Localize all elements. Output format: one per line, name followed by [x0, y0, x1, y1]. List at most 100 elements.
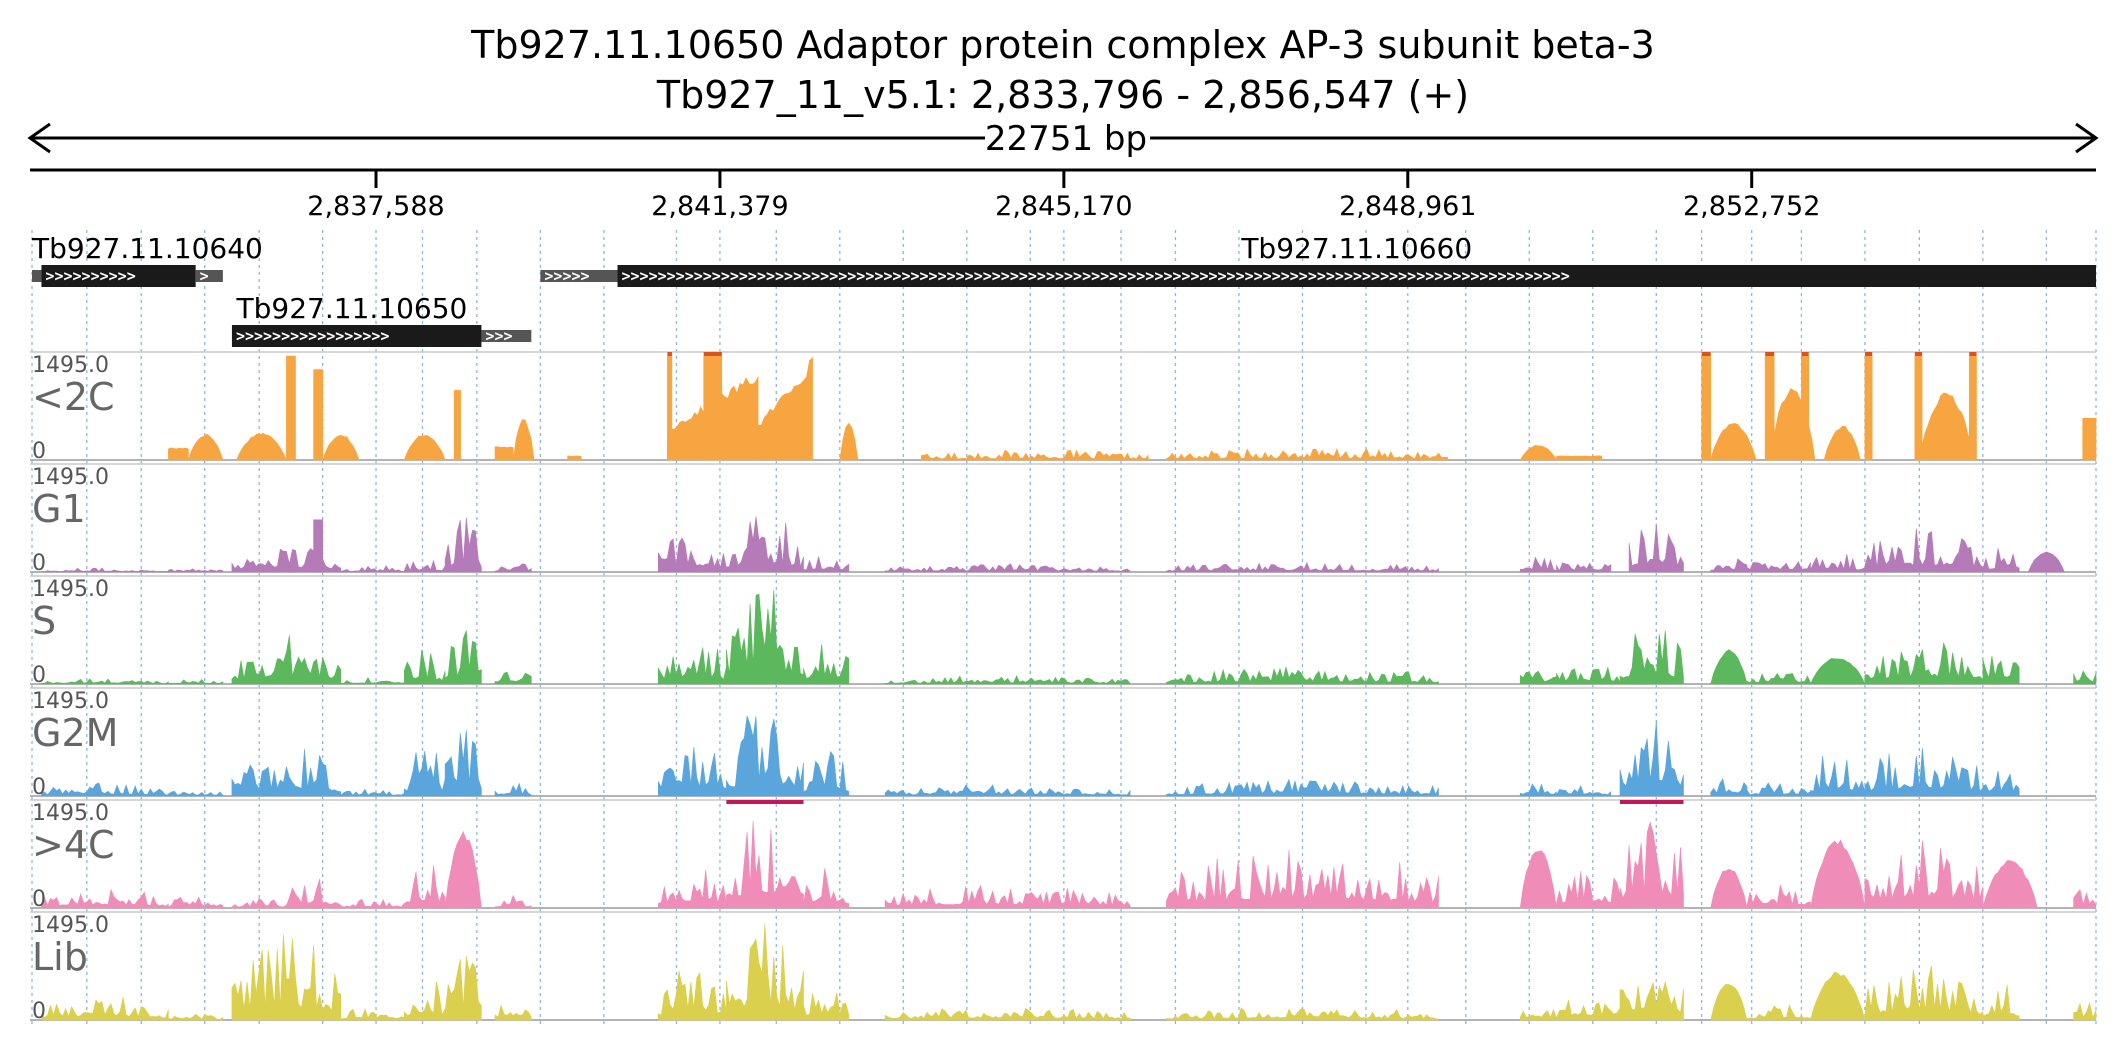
coverage-area: [404, 649, 446, 685]
span-arrow-right-head: [2075, 122, 2099, 154]
coverage-area: [1982, 656, 2020, 685]
coverage-area: [803, 992, 850, 1021]
track-max-label: 1495.0: [32, 353, 109, 378]
coverage-area: [839, 422, 859, 461]
coverage-area: [1619, 630, 1684, 685]
gene-utr3-strand-arrows: >: [200, 267, 209, 285]
coverage-area: [803, 644, 850, 685]
tick-label: 2,841,379: [651, 191, 788, 222]
gene-utr3: [481, 330, 532, 342]
coverage-area: [1823, 425, 1861, 461]
coverage-area: [567, 455, 582, 461]
gene-cds: [617, 265, 2097, 287]
coverage-area: [1701, 355, 1711, 461]
coverage-area: [168, 1013, 224, 1021]
coverage-area: [340, 565, 405, 573]
coverage-area: [1982, 984, 2020, 1021]
coverage-area: [231, 548, 342, 573]
track-max-label: 1495.0: [32, 577, 109, 602]
track-name: >4C: [32, 823, 115, 867]
coverage-area: [1746, 782, 1811, 797]
coverage-area: [404, 981, 446, 1021]
coverage-area: [658, 647, 727, 685]
track-min-label: 0: [32, 663, 46, 688]
coverage-area: [1969, 355, 1977, 461]
gene-cds-strand-arrows: >>>>>>>>>>: [45, 267, 135, 285]
coverage-area: [884, 675, 1131, 685]
coverage-area: [1982, 548, 2020, 573]
overflow-marker: [726, 800, 804, 804]
coverage-area: [726, 923, 804, 1021]
coverage-area: [1556, 666, 1621, 685]
coverage-area: [726, 589, 804, 685]
track->4C: 1495.0>4C 0: [30, 799, 2097, 912]
coverage-area: [404, 751, 446, 797]
coverage-area: [1710, 558, 1748, 573]
gene-Tb927.11.10650: >>>>>>>>>>>>>>>>> >>>Tb927.11.10650: [231, 292, 532, 347]
gene-cds: [231, 325, 482, 347]
coverage-area: [231, 749, 342, 797]
coverage-area: [168, 568, 224, 573]
track-min-label: 0: [32, 999, 46, 1024]
overflow-marker: [1969, 352, 1977, 356]
coverage-area: [2073, 888, 2097, 909]
coverage-area: [236, 432, 287, 461]
coverage-area: [512, 419, 535, 461]
coverage-area: [41, 996, 169, 1021]
track-name: S: [32, 599, 56, 643]
gene-Tb927.11.10640: >>>>>>>>>> >Tb927.11.10640: [31, 232, 263, 287]
coverage-area: [1619, 720, 1684, 797]
coverage-area: [494, 446, 514, 461]
overflow-marker: [1765, 352, 1775, 356]
gene-label: Tb927.11.10640: [31, 232, 263, 265]
overflow-marker: [1619, 800, 1684, 804]
coverage-area: [1166, 561, 1439, 573]
coverage-area: [884, 784, 1131, 797]
coverage-area: [757, 356, 813, 461]
gene-utr3: [195, 270, 223, 282]
coverage-area: [444, 517, 482, 573]
track-min-label: 0: [32, 775, 46, 800]
gene-utr5: [32, 270, 42, 282]
coverage-area: [803, 868, 850, 909]
coverage-area: [168, 447, 189, 461]
coverage-area: [1556, 455, 1603, 461]
coverage-area: [168, 790, 224, 797]
coverage-area: [2082, 418, 2097, 461]
track-<2C: 1495.0<2C 0: [30, 351, 2097, 464]
coverage-area: [1519, 1008, 1557, 1021]
coverage-area: [1619, 980, 1684, 1021]
coverage-area: [1810, 755, 1866, 797]
coverage-area: [1519, 850, 1557, 909]
overflow-marker: [667, 352, 672, 356]
gene-utr5: [540, 270, 618, 282]
gene-Tb927.11.10660: >>>>> >>>>>>>>>>>>>>>>>>>>>>>>>>>>>>>>>>>…: [540, 232, 2097, 287]
coverage-area: [1919, 392, 1975, 461]
track-min-label: 0: [32, 887, 46, 912]
coverage-area: [1746, 560, 1811, 573]
coverage-area: [231, 897, 287, 909]
span-arrow-left-head: [27, 122, 51, 154]
gene-utr3-strand-arrows: >>>: [485, 327, 512, 345]
coverage-area: [1519, 444, 1558, 461]
coverage-area: [803, 556, 850, 573]
coverage-area: [703, 355, 723, 461]
coverage-area: [41, 888, 169, 909]
overflow-marker: [1864, 352, 1873, 356]
gene-label: Tb927.11.10650: [236, 292, 468, 325]
coverage-area: [1710, 868, 1748, 909]
span-label: 22751 bp: [985, 119, 1147, 159]
tick-label: 2,845,170: [995, 191, 1132, 222]
gene-cds: [41, 265, 196, 287]
gene-cds-strand-arrows: >>>>>>>>>>>>>>>>>: [236, 327, 390, 345]
coverage-area: [1556, 999, 1621, 1021]
tick-label: 2,848,961: [1339, 191, 1476, 222]
coverage-area: [921, 449, 1149, 461]
coverage-area: [1864, 748, 1984, 797]
track-max-label: 1495.0: [32, 913, 109, 938]
coverage-area: [658, 971, 727, 1021]
tick-label: 2,837,588: [307, 191, 444, 222]
gene-cds-strand-arrows: >>>>>>>>>>>>>>>>>>>>>>>>>>>>>>>>>>>>>>>>…: [622, 267, 1570, 285]
